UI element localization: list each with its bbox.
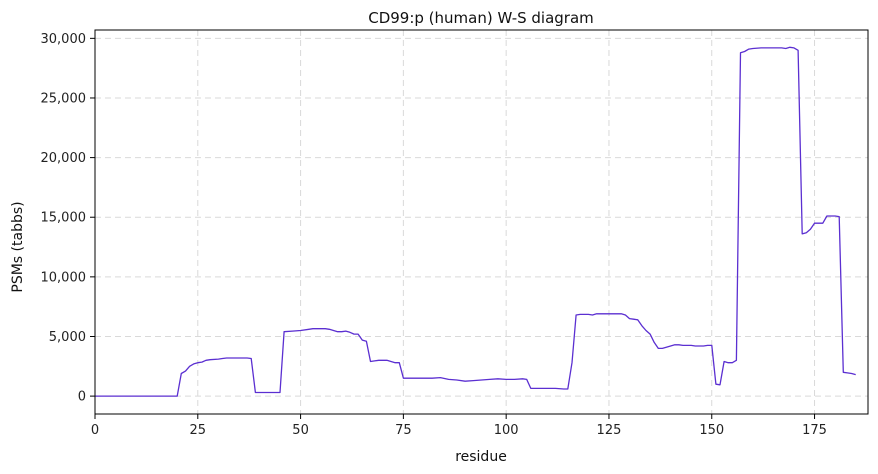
grid-lines	[94, 30, 868, 414]
x-tick-label: 75	[395, 423, 412, 438]
chart-title: CD99:p (human) W-S diagram	[368, 9, 594, 27]
x-tick-label: 25	[190, 423, 207, 438]
y-axis-label: PSMs (tabbs)	[10, 201, 26, 292]
y-axis-ticks: 0 5,000 10,000 15,000 20,000 25,000 30,000	[41, 32, 95, 405]
x-tick-label: 0	[91, 423, 99, 438]
y-tick-label: 15,000	[41, 211, 87, 226]
y-tick-label: 10,000	[41, 270, 87, 285]
x-tick-label: 100	[494, 423, 519, 438]
series-group	[95, 46, 856, 397]
x-tick-label: 125	[597, 423, 622, 438]
y-tick-label: 25,000	[41, 91, 87, 106]
y-tick-label: 20,000	[41, 151, 87, 166]
x-axis-label: residue	[455, 449, 507, 465]
x-tick-label: 175	[802, 423, 827, 438]
y-tick-label: 0	[78, 390, 86, 405]
y-tick-label: 30,000	[41, 32, 87, 47]
plot-frame	[94, 29, 869, 415]
series-line	[95, 46, 856, 397]
x-tick-label: 50	[292, 423, 309, 438]
x-axis-ticks: 0 25 50 75 100 125 150 175	[91, 414, 827, 438]
y-tick-label: 5,000	[49, 330, 86, 345]
x-tick-label: 150	[699, 423, 724, 438]
